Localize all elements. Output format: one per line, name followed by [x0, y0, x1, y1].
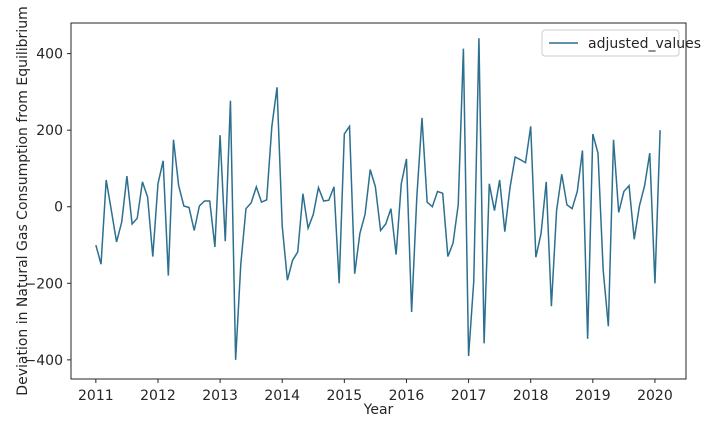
- x-tick-label: 2018: [513, 388, 549, 404]
- x-axis-label: Year: [363, 402, 394, 418]
- y-axis-label: Deviation in Natural Gas Consumption fro…: [15, 6, 31, 395]
- y-tick-label: −200: [25, 276, 63, 292]
- x-tick-label: 2017: [451, 388, 487, 404]
- series-line-adjusted-values: [95, 38, 661, 360]
- x-axis-ticks: 2011 2012 2013 2014 2015 2016 2017 2018 2019 2020: [78, 379, 673, 404]
- x-tick-label: 2011: [78, 388, 114, 404]
- legend-label-adjusted-values: adjusted_values: [588, 36, 701, 52]
- y-tick-label: 0: [54, 200, 63, 216]
- plot-frame: [70, 22, 687, 380]
- legend-box: [541, 29, 680, 57]
- x-tick-label: 2012: [140, 388, 176, 404]
- x-tick-label: 2019: [575, 388, 611, 404]
- y-tick-label: 200: [36, 123, 63, 139]
- x-tick-label: 2020: [637, 388, 673, 404]
- x-tick-label: 2016: [389, 388, 425, 404]
- x-tick-label: 2014: [264, 388, 300, 404]
- y-tick-label: 400: [36, 47, 63, 63]
- y-tick-label: −400: [25, 353, 63, 369]
- x-tick-label: 2015: [327, 388, 363, 404]
- legend: adjusted_values: [541, 29, 701, 57]
- y-axis-ticks: −400 −200 0 200 400: [25, 47, 71, 369]
- x-tick-label: 2013: [202, 388, 238, 404]
